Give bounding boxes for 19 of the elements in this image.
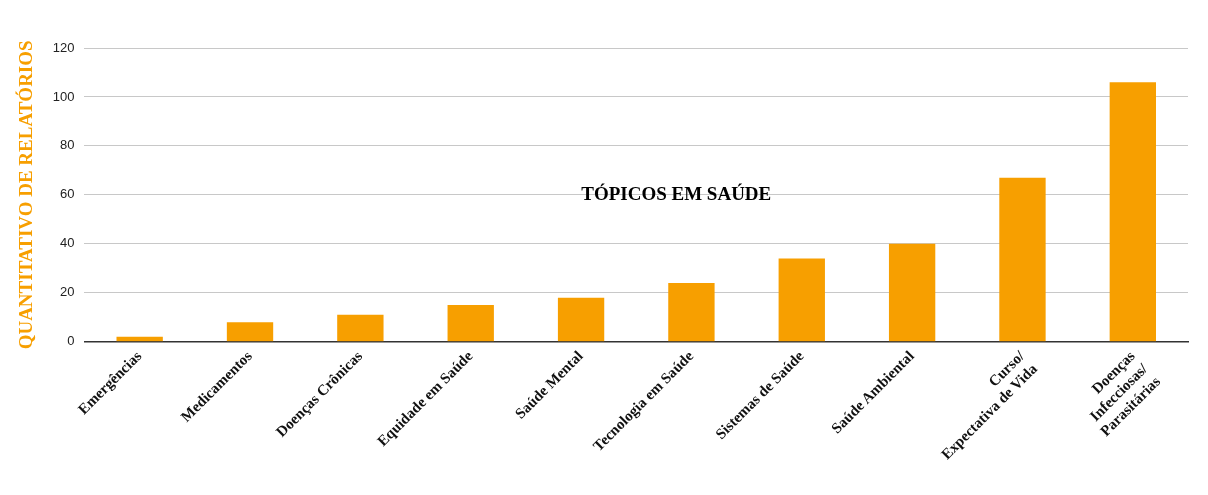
y-tick-label: 100 <box>52 88 75 104</box>
y-tick-label: 60 <box>60 186 75 202</box>
y-tick-label: 0 <box>67 333 75 349</box>
y-axis-title: QUANTITATIVO DE RELATÓRIOS <box>15 40 37 350</box>
bar <box>447 305 494 342</box>
y-tick-label: 40 <box>60 235 75 251</box>
bar <box>999 177 1046 342</box>
bar <box>557 297 605 342</box>
bar <box>888 243 936 342</box>
bar <box>337 314 384 342</box>
bar <box>668 282 715 342</box>
bar <box>116 336 163 342</box>
y-tick-label: 20 <box>60 284 75 300</box>
y-tick-label: 80 <box>60 137 75 153</box>
text: TÓPICOS EM SAÚDE <box>581 182 772 204</box>
bar <box>1109 82 1156 342</box>
bar <box>778 258 825 342</box>
y-tick-label: 120 <box>52 39 75 55</box>
bar <box>226 322 274 342</box>
